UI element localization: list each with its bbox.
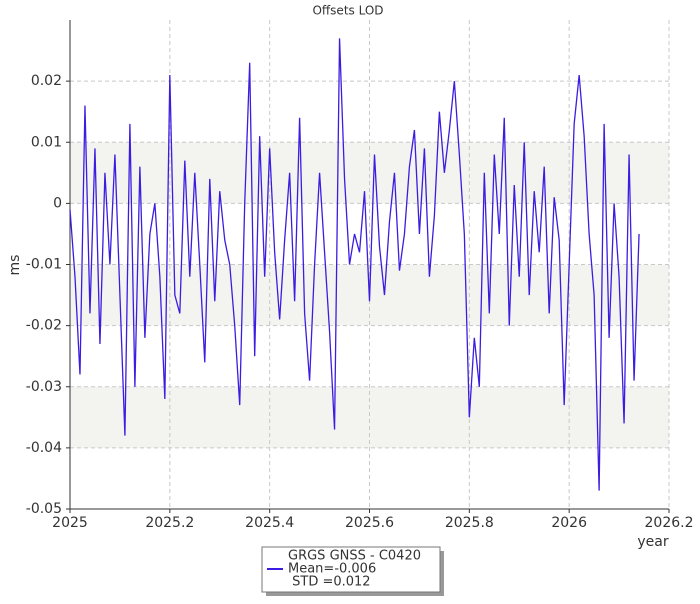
y-tick-label: -0.03 — [26, 379, 62, 395]
y-tick-label: 0.02 — [31, 73, 62, 89]
x-tick-label: 2026 — [551, 515, 587, 531]
legend-label: GRGS GNSS - C0420 — [288, 549, 421, 564]
band — [70, 386, 669, 448]
band — [70, 142, 669, 204]
y-tick-label: -0.01 — [26, 257, 62, 273]
y-tick-label: 0 — [53, 195, 62, 211]
y-tick-label: 0.01 — [31, 134, 62, 150]
x-tick-label: 2025.4 — [245, 515, 294, 531]
legend-mean: Mean=-0.006 — [288, 562, 376, 577]
plot-area: -0.05 -0.04 -0.03 -0.02 -0.01 0 0.01 0.02 2025 20… — [26, 20, 694, 531]
y-tick-label: -0.04 — [26, 440, 62, 456]
legend: GRGS GNSS - C0420 Mean=-0.006 STD =0.012 — [261, 546, 444, 596]
x-tick-label: 2025.2 — [145, 515, 194, 531]
legend-box — [261, 546, 441, 593]
x-tick-label: 2025.6 — [345, 515, 394, 531]
x-tick-label: 2025.8 — [445, 515, 494, 531]
series-line — [69, 38, 640, 491]
x-tick-label: 2026.2 — [645, 515, 694, 531]
chart-title: Offsets LOD — [312, 4, 383, 18]
y-axis-label: ms — [7, 255, 23, 276]
y-tick-label: -0.05 — [26, 501, 62, 517]
legend-std: STD =0.012 — [288, 575, 371, 590]
x-axis-label: year — [637, 534, 668, 550]
x-tick-label: 2025 — [52, 515, 88, 531]
y-tick-label: -0.02 — [26, 318, 62, 334]
